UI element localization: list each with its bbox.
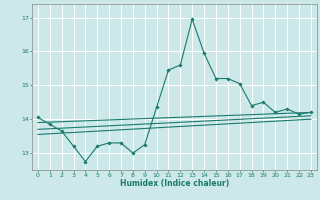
X-axis label: Humidex (Indice chaleur): Humidex (Indice chaleur) — [120, 179, 229, 188]
